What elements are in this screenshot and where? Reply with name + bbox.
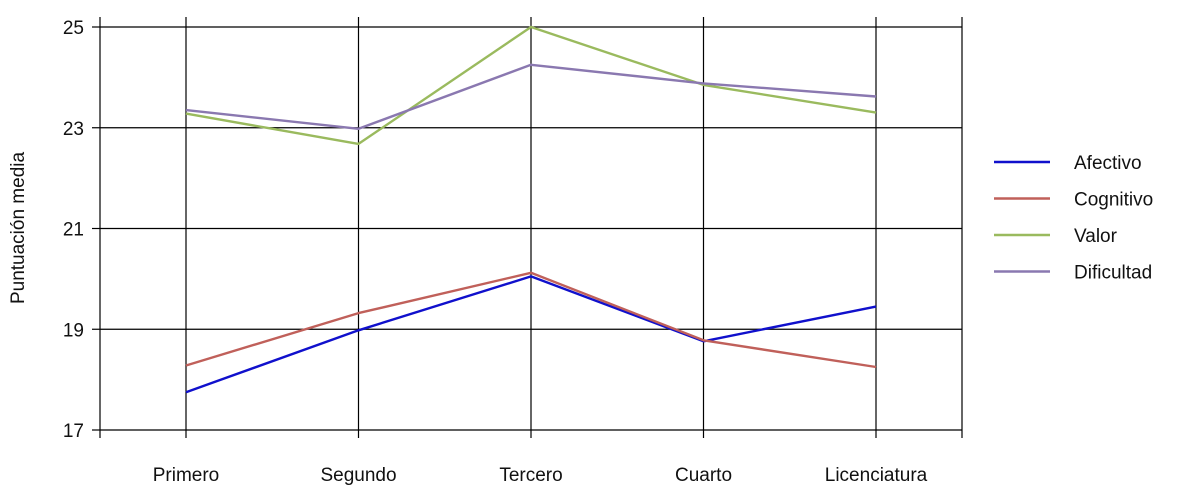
- grid: [99, 17, 963, 438]
- series-line-valor: [185, 25, 877, 146]
- legend-label: Afectivo: [1074, 153, 1142, 174]
- series-line-afectivo: [185, 275, 877, 394]
- x-tick-label: Licenciatura: [825, 465, 928, 486]
- series-lines: [185, 25, 877, 394]
- axes: 17 19 21 23 25 Primero Segundo Tercero Cuarto Lic…: [63, 18, 928, 486]
- y-tick-label: 25: [63, 18, 84, 39]
- series-line-cognitivo: [185, 271, 877, 369]
- legend-label: Valor: [1074, 226, 1118, 247]
- x-tick-label: Cuarto: [675, 465, 732, 486]
- y-axis-title: Puntuación media: [8, 152, 29, 305]
- x-tick-label: Primero: [153, 465, 220, 486]
- series-line-dificultad: [185, 63, 877, 131]
- x-tick-label: Segundo: [320, 465, 396, 486]
- legend-label: Dificultad: [1074, 263, 1152, 284]
- legend: Afectivo Cognitivo Valor Dificultad: [994, 153, 1153, 284]
- legend-label: Cognitivo: [1074, 190, 1153, 211]
- y-tick-label: 21: [63, 220, 84, 241]
- y-tick-label: 19: [63, 320, 84, 341]
- y-tick-label: 23: [63, 119, 84, 140]
- x-tick-label: Tercero: [499, 465, 562, 486]
- y-tick-label: 17: [63, 421, 84, 442]
